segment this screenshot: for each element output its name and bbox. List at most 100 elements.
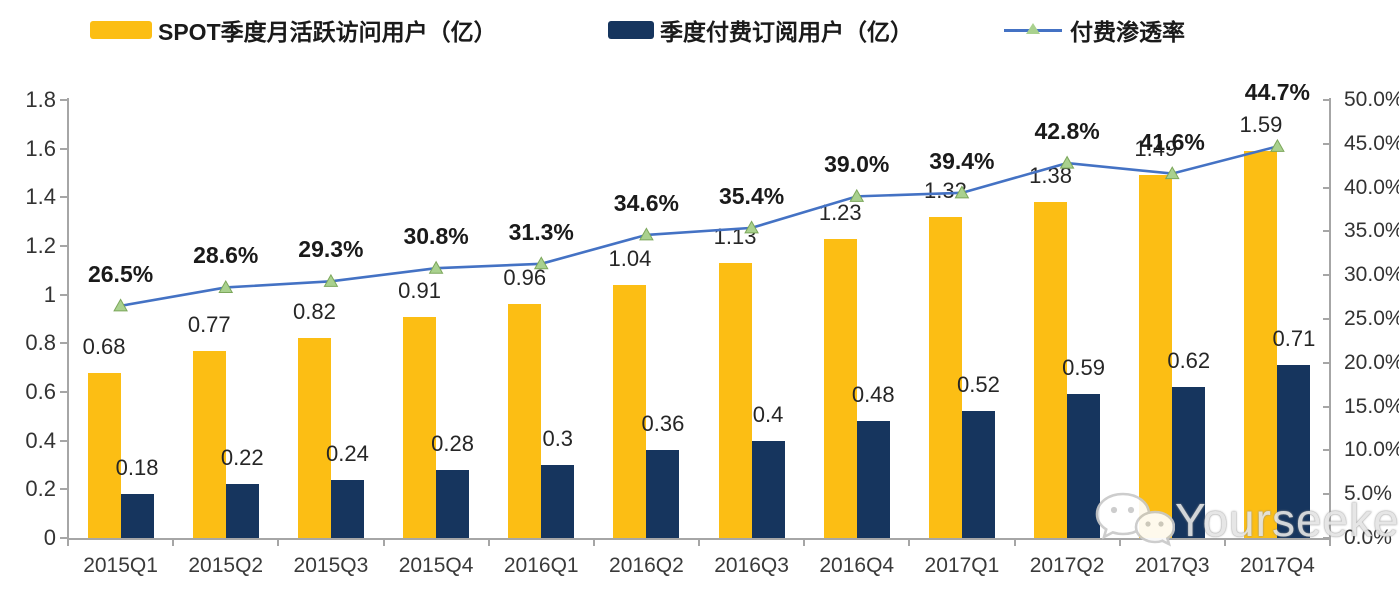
penetration-label: 44.7% <box>1244 79 1311 106</box>
line-marker-icon <box>428 260 444 274</box>
x-axis-tick <box>277 540 280 546</box>
bar-mau <box>297 338 331 538</box>
line-marker-icon <box>323 273 339 287</box>
bar-subscribers <box>225 484 259 538</box>
left-axis-tick-label: 1.2 <box>25 233 56 258</box>
bar-mau <box>403 316 437 538</box>
x-axis-tick <box>1329 540 1331 546</box>
line-marker-icon <box>218 279 234 293</box>
right-axis-tick-label: 20.0% <box>1344 350 1399 374</box>
bar-label-subscribers: 0.48 <box>851 382 895 408</box>
x-axis-tick <box>1013 540 1016 546</box>
bar-label-mau: 0.68 <box>82 333 126 359</box>
left-axis-tick <box>60 293 67 296</box>
x-axis-tick <box>592 540 595 546</box>
bar-label-subscribers: 0.18 <box>115 455 159 481</box>
right-axis-tick-label: 35.0% <box>1344 219 1399 243</box>
bar-subscribers <box>120 494 154 538</box>
x-axis-tick <box>172 540 175 546</box>
right-axis-tick-label: 45.0% <box>1344 131 1399 155</box>
line-marker-icon <box>639 227 654 241</box>
bar-subscribers <box>961 411 995 538</box>
bar-mau <box>613 284 647 538</box>
watermark-text: Yourseeker <box>1175 494 1399 546</box>
right-axis-tick-label: 15.0% <box>1344 394 1399 418</box>
bar-subscribers <box>330 479 364 538</box>
left-axis-tick <box>60 488 67 491</box>
penetration-label: 31.3% <box>508 218 574 245</box>
x-axis-category-label: 2016Q4 <box>819 554 895 577</box>
right-axis-tick <box>1323 537 1330 539</box>
mau-legend-swatch <box>90 21 152 39</box>
bar-label-subscribers: 0.36 <box>641 411 685 437</box>
right-axis-tick-label: 10.0% <box>1344 438 1399 462</box>
bar-label-mau: 0.82 <box>292 299 336 325</box>
bar-label-mau: 1.32 <box>923 177 967 203</box>
x-axis-category-label: 2017Q4 <box>1240 554 1315 577</box>
penetration-label: 35.4% <box>718 182 785 209</box>
right-axis-tick <box>1323 186 1330 189</box>
right-axis-tick <box>1323 318 1330 320</box>
line-marker-icon <box>1270 138 1285 152</box>
bar-label-subscribers: 0.4 <box>752 401 784 427</box>
left-axis-tick <box>60 342 67 345</box>
bar-subscribers <box>541 465 575 538</box>
x-axis-category-label: 2015Q4 <box>398 554 474 577</box>
bar-label-mau: 1.04 <box>608 245 652 271</box>
bar-subscribers <box>1067 394 1101 538</box>
bar-label-subscribers: 0.28 <box>431 430 474 456</box>
left-axis-tick-label: 0.6 <box>25 379 56 404</box>
x-axis-tick <box>382 540 385 546</box>
x-axis-tick <box>908 540 911 546</box>
left-axis-tick <box>60 99 67 101</box>
bar-mau <box>87 372 121 538</box>
bar-subscribers <box>856 421 890 538</box>
penetration-label: 30.8% <box>403 223 469 250</box>
right-axis-tick <box>1323 493 1330 496</box>
right-axis-tick <box>1323 361 1330 364</box>
penetration-label: 26.5% <box>87 260 154 287</box>
left-axis-tick-label: 0.4 <box>25 427 56 453</box>
left-axis-tick-label: 0 <box>43 525 56 550</box>
right-axis-tick-label: 0.0% <box>1344 526 1392 549</box>
bar-subscribers <box>1277 365 1311 538</box>
bar-subscribers <box>646 450 680 538</box>
bar-label-mau: 0.77 <box>187 311 231 337</box>
subscribers-legend-swatch <box>608 21 654 39</box>
bar-mau <box>508 304 542 538</box>
right-axis-tick <box>1323 449 1330 452</box>
x-axis-tick <box>1223 540 1226 546</box>
legend-item-mau: SPOT季度月活跃访问用户（亿） <box>90 16 497 45</box>
wechat-icon <box>1095 492 1175 547</box>
x-axis-category-label: 2016Q2 <box>609 554 684 577</box>
bar-label-subscribers: 0.24 <box>325 440 369 466</box>
right-axis-line <box>1329 98 1331 540</box>
left-axis-tick <box>60 391 67 393</box>
left-axis-tick <box>60 147 67 150</box>
bar-label-mau: 1.59 <box>1239 112 1283 138</box>
right-axis-tick-label: 25.0% <box>1344 307 1399 330</box>
penetration-label: 41.6% <box>1139 128 1205 155</box>
left-axis-tick-label: 1 <box>43 281 56 307</box>
bar-mau <box>192 350 226 538</box>
subscribers-legend-label: 季度付费订阅用户（亿） <box>660 19 913 45</box>
x-axis-category-label: 2016Q3 <box>714 554 789 577</box>
penetration-legend-label: 付费渗透率 <box>1070 19 1185 45</box>
left-axis-tick <box>60 537 67 539</box>
x-axis-tick <box>1118 540 1121 546</box>
right-axis-tick <box>1323 274 1330 277</box>
bar-label-subscribers: 0.59 <box>1062 355 1105 381</box>
x-axis-line <box>67 538 1331 540</box>
x-axis-tick <box>487 540 490 546</box>
legend-item-penetration: 付费渗透率 <box>1004 16 1185 45</box>
penetration-label: 28.6% <box>193 242 259 269</box>
right-axis-tick <box>1323 99 1330 101</box>
bar-label-subscribers: 0.62 <box>1167 348 1211 374</box>
left-axis-tick-label: 1.6 <box>25 135 56 161</box>
left-axis-line <box>67 98 69 540</box>
line-marker-icon <box>113 298 128 312</box>
bar-label-mau: 1.13 <box>713 224 757 250</box>
right-axis-tick-label: 5.0% <box>1344 482 1392 506</box>
left-axis-tick <box>60 196 67 199</box>
